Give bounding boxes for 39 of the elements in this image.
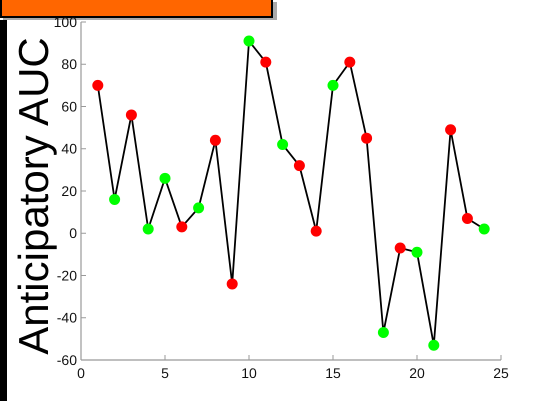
point: [260, 56, 272, 68]
x-tick-label: 15: [325, 365, 341, 381]
point: [210, 134, 221, 146]
x-tick-label: 20: [409, 365, 425, 381]
point: [394, 242, 406, 254]
y-tick-label: 40: [61, 140, 78, 157]
point: [445, 124, 456, 136]
y-tick-label: 0: [69, 225, 78, 242]
point: [328, 80, 338, 91]
point: [160, 172, 170, 184]
x-tick-label: 5: [161, 365, 170, 381]
y-tick-label: 80: [61, 56, 78, 72]
point: [176, 221, 188, 232]
point: [277, 139, 288, 150]
y-axis-title: Anticipatory AUC: [10, 37, 57, 355]
point: [344, 56, 356, 68]
y-tick-label: 20: [61, 182, 78, 199]
point: [193, 202, 204, 214]
point: [92, 80, 104, 91]
point: [428, 340, 440, 351]
point: [412, 246, 422, 258]
point: [310, 226, 322, 237]
point: [142, 224, 154, 235]
x-tick-label: 25: [493, 365, 509, 381]
point: [126, 109, 137, 120]
point: [361, 132, 372, 144]
point: [378, 327, 389, 338]
point: [462, 212, 473, 224]
y-tick-label: -60: [56, 352, 78, 368]
point: [109, 194, 120, 205]
x-tick-label: 10: [241, 365, 257, 381]
y-tick-label: 60: [61, 98, 78, 114]
point: [294, 160, 305, 172]
y-tick-label: 100: [54, 14, 78, 30]
y-tick-label: -40: [56, 310, 78, 326]
point: [226, 278, 238, 290]
point: [478, 224, 490, 235]
point: [244, 36, 254, 47]
y-tick-label: -20: [56, 267, 78, 284]
